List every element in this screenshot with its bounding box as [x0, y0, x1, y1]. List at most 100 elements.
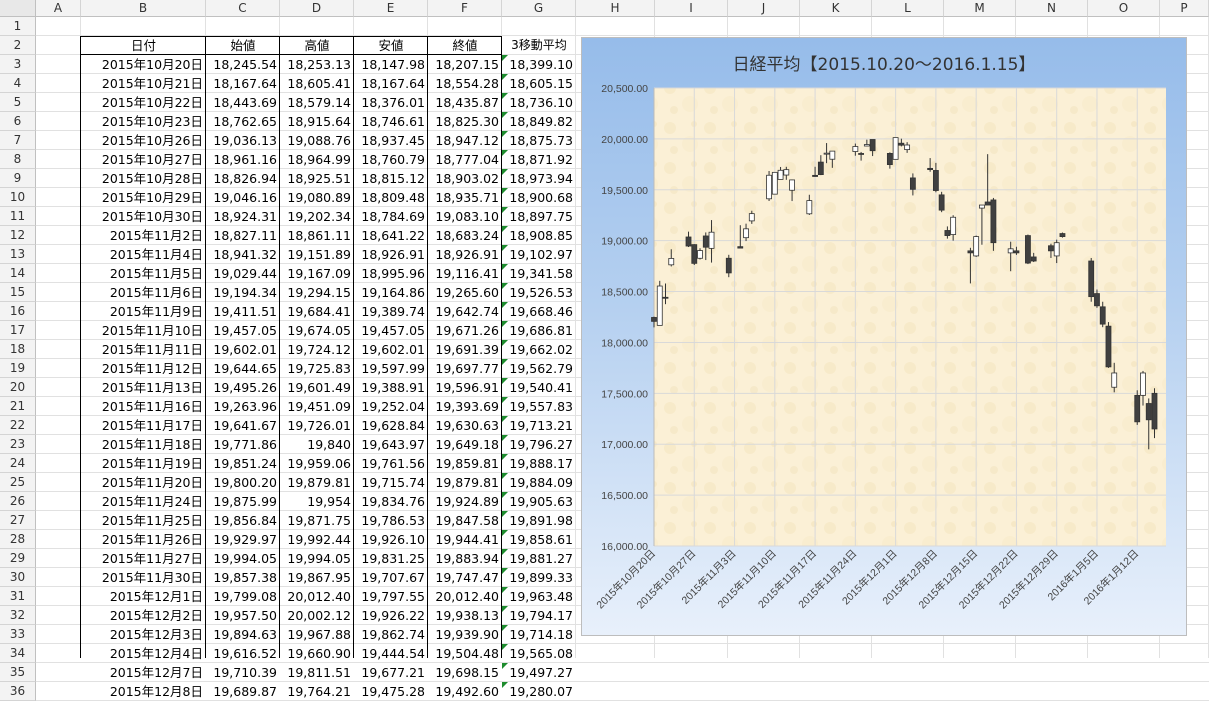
date-cell[interactable]: 2015年12月3日 — [109, 627, 203, 642]
value-cell[interactable]: 19,761.56 — [361, 456, 425, 471]
value-cell[interactable]: 18,926.91 — [435, 247, 499, 262]
value-cell[interactable]: 19,859.81 — [435, 456, 499, 471]
value-cell[interactable]: 19,677.21 — [361, 665, 425, 680]
value-cell[interactable]: 18,941.32 — [213, 247, 277, 262]
value-cell[interactable]: 19,451.09 — [287, 399, 351, 414]
value-cell[interactable]: 18,167.64 — [361, 76, 425, 91]
value-cell[interactable]: 19,388.91 — [361, 380, 425, 395]
value-cell[interactable]: 19,684.41 — [287, 304, 351, 319]
value-cell[interactable]: 18,253.13 — [287, 57, 351, 72]
value-cell[interactable]: 19,088.76 — [287, 133, 351, 148]
value-cell[interactable]: 19,602.01 — [361, 342, 425, 357]
date-cell[interactable]: 2015年12月4日 — [109, 646, 203, 661]
column-header-k[interactable]: K — [800, 0, 872, 17]
value-cell[interactable]: 19,668.46 — [509, 304, 573, 319]
value-cell[interactable]: 19,674.05 — [287, 323, 351, 338]
value-cell[interactable]: 20,002.12 — [287, 608, 351, 623]
value-cell[interactable]: 19,457.05 — [213, 323, 277, 338]
row-header-15[interactable]: 15 — [0, 283, 36, 302]
value-cell[interactable]: 19,644.65 — [213, 361, 277, 376]
value-cell[interactable]: 19,393.69 — [435, 399, 499, 414]
value-cell[interactable]: 19,167.09 — [287, 266, 351, 281]
value-cell[interactable]: 19,280.07 — [509, 684, 573, 699]
value-cell[interactable]: 19,616.52 — [213, 646, 277, 661]
value-cell[interactable]: 18,245.54 — [213, 57, 277, 72]
value-cell[interactable]: 18,736.10 — [509, 95, 573, 110]
column-header-p[interactable]: P — [1160, 0, 1209, 17]
value-cell[interactable]: 19,891.98 — [509, 513, 573, 528]
value-cell[interactable]: 18,605.15 — [509, 76, 573, 91]
value-cell[interactable]: 18,925.51 — [287, 171, 351, 186]
column-header-c[interactable]: C — [206, 0, 280, 17]
value-cell[interactable]: 19,444.54 — [361, 646, 425, 661]
row-header-10[interactable]: 10 — [0, 188, 36, 207]
date-cell[interactable]: 2015年11月5日 — [109, 266, 203, 281]
column-header-f[interactable]: F — [428, 0, 502, 17]
value-cell[interactable]: 19,691.39 — [435, 342, 499, 357]
value-cell[interactable]: 18,605.41 — [287, 76, 351, 91]
value-cell[interactable]: 19,875.99 — [213, 494, 277, 509]
value-cell[interactable]: 19,939.90 — [435, 627, 499, 642]
value-cell[interactable]: 19,800.20 — [213, 475, 277, 490]
row-header-35[interactable]: 35 — [0, 663, 36, 682]
value-cell[interactable]: 19,341.58 — [509, 266, 573, 281]
value-cell[interactable]: 19,929.97 — [213, 532, 277, 547]
row-header-21[interactable]: 21 — [0, 397, 36, 416]
date-cell[interactable]: 2015年11月27日 — [101, 551, 203, 566]
value-cell[interactable]: 19,194.34 — [213, 285, 277, 300]
table-header-cell[interactable]: 3移動平均 — [511, 38, 567, 52]
value-cell[interactable]: 19,881.27 — [509, 551, 573, 566]
value-cell[interactable]: 19,642.74 — [435, 304, 499, 319]
value-cell[interactable]: 19,597.99 — [361, 361, 425, 376]
value-cell[interactable]: 19,686.81 — [509, 323, 573, 338]
value-cell[interactable]: 18,964.99 — [287, 152, 351, 167]
value-cell[interactable]: 19,796.27 — [509, 437, 573, 452]
value-cell[interactable]: 18,777.04 — [435, 152, 499, 167]
date-cell[interactable]: 2015年11月20日 — [101, 475, 203, 490]
value-cell[interactable]: 19,660.90 — [287, 646, 351, 661]
value-cell[interactable]: 18,399.10 — [509, 57, 573, 72]
value-cell[interactable]: 19,601.49 — [287, 380, 351, 395]
value-cell[interactable]: 19,959.06 — [287, 456, 351, 471]
value-cell[interactable]: 19,036.13 — [213, 133, 277, 148]
row-header-9[interactable]: 9 — [0, 169, 36, 188]
value-cell[interactable]: 19,713.21 — [509, 418, 573, 433]
value-cell[interactable]: 19,726.01 — [287, 418, 351, 433]
column-header-i[interactable]: I — [655, 0, 728, 17]
value-cell[interactable]: 19,879.81 — [287, 475, 351, 490]
value-cell[interactable]: 18,815.12 — [361, 171, 425, 186]
value-cell[interactable]: 18,554.28 — [435, 76, 499, 91]
date-cell[interactable]: 2015年11月26日 — [101, 532, 203, 547]
value-cell[interactable]: 20,012.40 — [435, 589, 499, 604]
value-cell[interactable]: 18,915.64 — [287, 114, 351, 129]
value-cell[interactable]: 19,994.05 — [287, 551, 351, 566]
table-header-cell[interactable]: 終値 — [452, 38, 478, 53]
value-cell[interactable]: 19,862.74 — [361, 627, 425, 642]
value-cell[interactable]: 19,457.05 — [361, 323, 425, 338]
value-cell[interactable]: 19,879.81 — [435, 475, 499, 490]
row-header-6[interactable]: 6 — [0, 112, 36, 131]
row-header-31[interactable]: 31 — [0, 587, 36, 606]
value-cell[interactable]: 19,596.91 — [435, 380, 499, 395]
value-cell[interactable]: 18,849.82 — [509, 114, 573, 129]
value-cell[interactable]: 19,764.21 — [287, 684, 351, 699]
value-cell[interactable]: 19,938.13 — [435, 608, 499, 623]
date-cell[interactable]: 2015年11月4日 — [109, 247, 203, 262]
value-cell[interactable]: 19,954 — [307, 494, 351, 509]
value-cell[interactable]: 18,961.16 — [213, 152, 277, 167]
value-cell[interactable]: 18,871.92 — [509, 152, 573, 167]
value-cell[interactable]: 19,411.51 — [213, 304, 277, 319]
date-cell[interactable]: 2015年11月19日 — [101, 456, 203, 471]
value-cell[interactable]: 20,012.40 — [287, 589, 351, 604]
value-cell[interactable]: 19,671.26 — [435, 323, 499, 338]
value-cell[interactable]: 18,762.65 — [213, 114, 277, 129]
value-cell[interactable]: 19,540.41 — [509, 380, 573, 395]
column-header-e[interactable]: E — [354, 0, 428, 17]
date-cell[interactable]: 2015年11月6日 — [109, 285, 203, 300]
table-header-cell[interactable]: 安値 — [378, 38, 404, 53]
value-cell[interactable]: 19,992.44 — [287, 532, 351, 547]
value-cell[interactable]: 18,973.94 — [509, 171, 573, 186]
value-cell[interactable]: 19,794.17 — [509, 608, 573, 623]
row-header-27[interactable]: 27 — [0, 511, 36, 530]
date-cell[interactable]: 2015年10月30日 — [101, 209, 203, 224]
